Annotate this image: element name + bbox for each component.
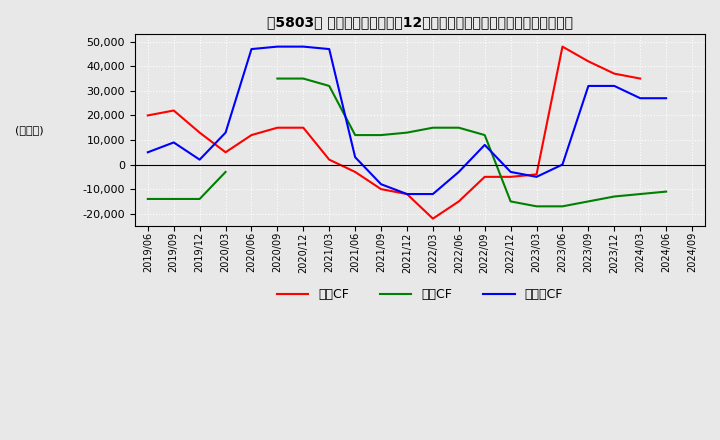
投賃CF (169, 196, 178, 202)
営業CF (532, 172, 541, 177)
営業CF (169, 108, 178, 113)
Line: 営業CF: 営業CF (148, 47, 640, 219)
フリーCF (506, 169, 515, 175)
Line: フリーCF: フリーCF (148, 47, 666, 194)
営業CF (454, 199, 463, 204)
営業CF (195, 130, 204, 135)
営業CF (221, 150, 230, 155)
営業CF (377, 187, 385, 192)
フリーCF (325, 47, 333, 52)
フリーCF (428, 191, 437, 197)
フリーCF (169, 140, 178, 145)
営業CF (428, 216, 437, 221)
フリーCF (662, 95, 670, 101)
営業CF (610, 71, 618, 76)
フリーCF (143, 150, 152, 155)
営業CF (506, 174, 515, 180)
Line: 投賃CF: 投賃CF (148, 172, 225, 199)
営業CF (402, 191, 411, 197)
営業CF (584, 59, 593, 64)
営業CF (299, 125, 307, 130)
営業CF (273, 125, 282, 130)
Title: 【5803】 キャッシュフローの12か月移動合計の対前年同期増減額の推移: 【5803】 キャッシュフローの12か月移動合計の対前年同期増減額の推移 (267, 15, 573, 29)
フリーCF (610, 83, 618, 88)
フリーCF (532, 174, 541, 180)
営業CF (480, 174, 489, 180)
営業CF (143, 113, 152, 118)
投賃CF (143, 196, 152, 202)
フリーCF (558, 162, 567, 167)
投賃CF (195, 196, 204, 202)
フリーCF (221, 130, 230, 135)
フリーCF (402, 191, 411, 197)
営業CF (558, 44, 567, 49)
フリーCF (454, 169, 463, 175)
営業CF (636, 76, 644, 81)
営業CF (325, 157, 333, 162)
フリーCF (273, 44, 282, 49)
Legend: 営業CF, 投賃CF, フリーCF: 営業CF, 投賃CF, フリーCF (271, 283, 568, 306)
フリーCF (636, 95, 644, 101)
投賃CF (221, 169, 230, 175)
フリーCF (299, 44, 307, 49)
フリーCF (584, 83, 593, 88)
営業CF (351, 169, 359, 175)
フリーCF (480, 142, 489, 147)
フリーCF (247, 47, 256, 52)
フリーCF (195, 157, 204, 162)
営業CF (247, 132, 256, 138)
Y-axis label: (百万円): (百万円) (15, 125, 44, 135)
フリーCF (351, 154, 359, 160)
フリーCF (377, 182, 385, 187)
